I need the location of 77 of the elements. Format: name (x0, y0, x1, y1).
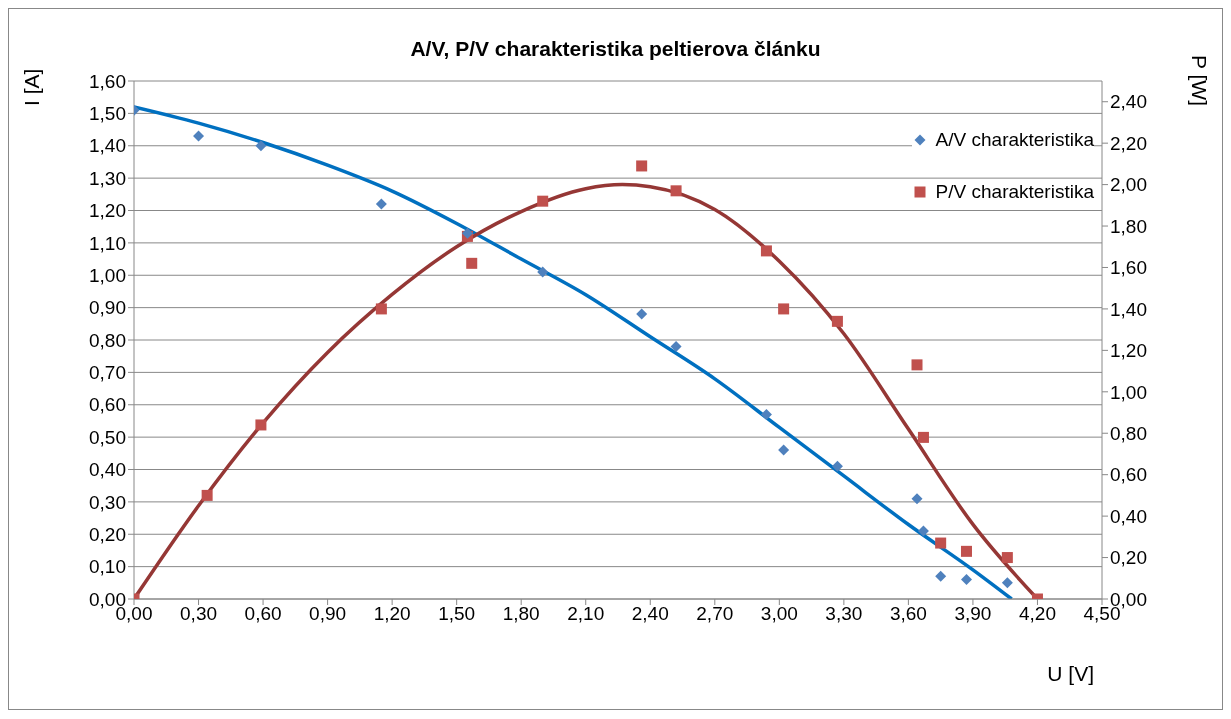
point (636, 160, 648, 172)
y-tick-label: 0,80 (89, 329, 126, 351)
point (201, 489, 213, 501)
point (1001, 552, 1013, 564)
y2-tick-label: 0,60 (1110, 464, 1147, 486)
point (960, 545, 972, 557)
point (193, 130, 205, 142)
point (831, 460, 843, 472)
point (935, 537, 947, 549)
point (255, 419, 267, 431)
point (537, 266, 549, 278)
x-tick-label: 1,80 (502, 603, 540, 625)
y-tick-label: 0,60 (89, 394, 126, 416)
y-tick-label: 1,30 (89, 167, 126, 189)
x-tick-label: 3,90 (954, 603, 992, 625)
point (917, 525, 929, 537)
x-tick-label: 4,20 (1018, 603, 1056, 625)
x-tick-label: 0,90 (309, 603, 347, 625)
point (911, 359, 923, 371)
y-tick-label: 1,10 (89, 232, 126, 254)
x-tick-label: 1,20 (373, 603, 411, 625)
y2-tick-label: 2,40 (1110, 91, 1147, 113)
y-tick-label: 1,20 (89, 200, 126, 222)
x-tick-label: 3,00 (760, 603, 798, 625)
legend-label: P/V charakteristika (935, 181, 1094, 203)
y-tick-label: 0,40 (89, 459, 126, 481)
y-tick-label: 0,10 (89, 556, 126, 578)
x-tick-label: 2,40 (631, 603, 669, 625)
y2-tick-label: 1,40 (1110, 298, 1147, 320)
x-tick-label: 2,70 (696, 603, 734, 625)
point (255, 140, 267, 152)
y2-tick-label: 1,80 (1110, 215, 1147, 237)
chart-title: A/V, P/V charakteristika peltierova článku (410, 37, 821, 60)
y-tick-label: 1,50 (89, 103, 126, 125)
y-axis-title: I [A] (19, 68, 43, 106)
y2-tick-label: 0,20 (1110, 547, 1147, 569)
point (760, 245, 772, 257)
x-tick-label: 3,30 (825, 603, 863, 625)
point (375, 303, 387, 315)
point (917, 431, 929, 443)
y-tick-label: 0,30 (89, 491, 126, 513)
y2-tick-label: 1,60 (1110, 257, 1147, 279)
point (911, 493, 923, 505)
point (778, 444, 790, 456)
point (778, 303, 790, 315)
x-axis-title: U [V] (1047, 662, 1094, 685)
y2-axis-title: P [W] (1188, 55, 1212, 106)
y-tick-label: 1,00 (89, 264, 126, 286)
y-tick-label: 0,90 (89, 297, 126, 319)
point (760, 408, 772, 420)
y-tick-label: 1,40 (89, 135, 126, 157)
point (1001, 577, 1013, 589)
point (375, 198, 387, 210)
y2-tick-label: 0,80 (1110, 422, 1147, 444)
point (670, 185, 682, 197)
y2-tick-label: 1,00 (1110, 381, 1147, 403)
y-tick-label: 0,20 (89, 523, 126, 545)
x-tick-label: 0,60 (244, 603, 282, 625)
x-tick-label: 3,60 (889, 603, 927, 625)
point (935, 570, 947, 582)
point (670, 340, 682, 352)
point (831, 315, 843, 327)
x-tick-label: 0,30 (180, 603, 218, 625)
y-tick-label: 0,70 (89, 362, 126, 384)
x-tick-label: 2,10 (567, 603, 605, 625)
point (636, 308, 648, 320)
x-tick-label: 1,50 (438, 603, 476, 625)
point (466, 257, 478, 269)
legend-label: A/V charakteristika (935, 129, 1094, 151)
y-tick-label: 0,50 (89, 426, 126, 448)
point (537, 195, 549, 207)
y2-tick-label: 2,00 (1110, 174, 1147, 196)
y2-tick-label: 2,20 (1110, 132, 1147, 154)
y-tick-label: 1,60 (89, 70, 126, 92)
y2-tick-label: 0,40 (1110, 505, 1147, 527)
point (960, 574, 972, 586)
y2-tick-label: 1,20 (1110, 340, 1147, 362)
